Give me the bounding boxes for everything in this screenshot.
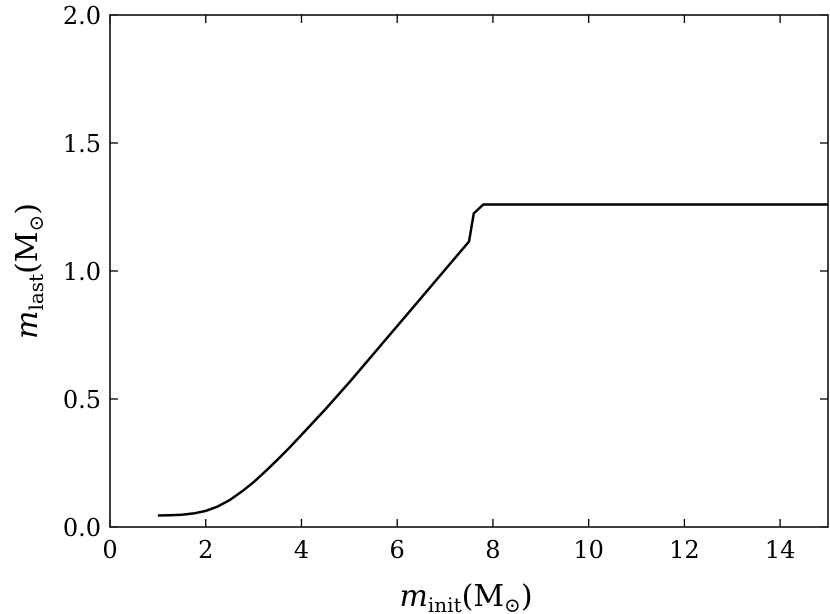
x-axis-label: minit(M⊙): [399, 579, 532, 614]
plot-frame: [109, 14, 829, 528]
y-tick-label: 0.0: [63, 514, 101, 542]
y-tick-label: 1.5: [63, 130, 101, 158]
axis-tick-labels: 0 2 4 6 8 10 12 14 0.0 0.5 1.0 1.5 2.0: [63, 2, 796, 564]
y-axis-label: mlast(M⊙): [10, 203, 48, 339]
y-tick-label: 0.5: [63, 386, 101, 414]
x-tick-label: 14: [765, 536, 796, 564]
y-tick-label: 1.0: [63, 258, 101, 286]
x-tick-label: 12: [669, 536, 700, 564]
y-tick-label: 2.0: [63, 2, 101, 30]
x-tick-label: 8: [485, 536, 500, 564]
x-tick-label: 6: [390, 536, 405, 564]
x-tick-label: 10: [573, 536, 604, 564]
x-tick-label: 2: [198, 536, 213, 564]
x-tick-label: 4: [294, 536, 309, 564]
x-tick-label: 0: [102, 536, 117, 564]
axis-ticks: [109, 14, 828, 528]
series-line: [157, 203, 828, 517]
